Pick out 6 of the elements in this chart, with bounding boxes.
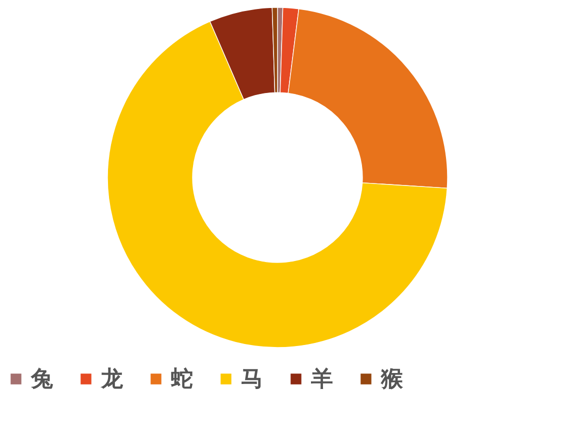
legend-label: 羊 [310,367,333,392]
legend-label: 龙 [100,367,124,392]
legend-label: 马 [241,367,263,392]
legend-label: 猴 [380,367,404,392]
legend-label: 蛇 [170,367,193,392]
legend-label: 兔 [30,367,53,392]
